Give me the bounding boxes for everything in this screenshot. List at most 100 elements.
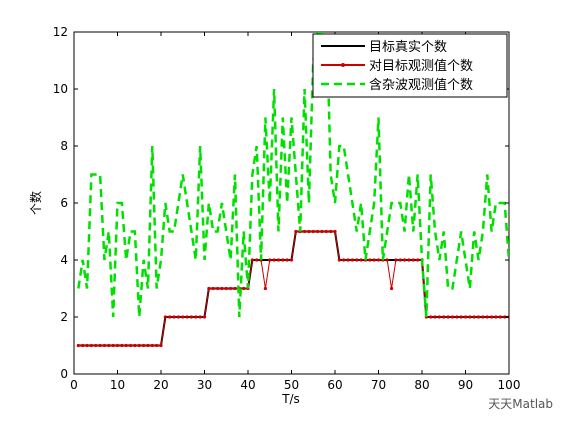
series-marker — [276, 258, 281, 262]
series-marker — [289, 258, 294, 262]
series-marker — [450, 315, 455, 319]
series-marker — [459, 315, 463, 319]
series-marker — [202, 315, 207, 319]
x-tick-label: 0 — [70, 378, 78, 392]
plot-layer — [76, 32, 509, 348]
series-marker — [294, 229, 298, 234]
series-marker — [198, 315, 202, 319]
y-tick-label: 6 — [60, 196, 68, 210]
y-tick-label: 12 — [53, 25, 68, 39]
series-marker — [176, 315, 180, 319]
x-axis-label: T/s — [281, 392, 300, 406]
series-marker — [398, 258, 402, 262]
series-marker — [481, 315, 485, 319]
series-marker — [403, 258, 407, 262]
y-tick-label: 8 — [60, 139, 68, 153]
series-marker — [342, 258, 346, 262]
series-marker — [437, 315, 441, 319]
series-marker — [146, 343, 150, 348]
x-tick-label: 10 — [110, 378, 125, 392]
y-axis-label: 个数 — [28, 191, 43, 215]
series-marker — [316, 229, 320, 234]
series-marker — [394, 258, 398, 262]
series-line — [78, 231, 509, 346]
watermark: 天天Matlab — [488, 397, 553, 411]
series-marker — [172, 315, 176, 319]
series-marker — [355, 258, 359, 262]
series-marker — [416, 258, 420, 262]
series-marker — [268, 258, 272, 262]
series-marker — [163, 315, 167, 319]
series-marker — [368, 258, 372, 262]
series-marker — [463, 315, 468, 319]
series-marker — [215, 286, 220, 291]
series-marker — [142, 343, 146, 348]
series-marker — [272, 258, 276, 262]
y-tick-label: 10 — [53, 82, 68, 96]
series-marker — [498, 315, 502, 319]
y-tick-label: 2 — [60, 310, 68, 324]
series-line — [77, 32, 509, 318]
series-marker — [359, 258, 363, 262]
series-marker — [446, 315, 450, 319]
series-marker — [94, 343, 98, 348]
x-tick-label: 20 — [153, 378, 168, 392]
series-marker — [255, 258, 259, 262]
series-marker — [102, 343, 107, 348]
series-marker — [494, 315, 498, 319]
series-marker — [376, 258, 381, 262]
x-tick-label: 90 — [458, 378, 473, 392]
series-marker — [207, 286, 211, 291]
series-marker — [224, 286, 228, 291]
series-marker — [307, 229, 311, 234]
series-marker — [372, 258, 376, 262]
legend-label: 目标真实个数 — [369, 40, 447, 55]
series-marker — [263, 286, 267, 291]
x-tick-label: 100 — [498, 378, 521, 392]
series-marker — [185, 315, 189, 319]
x-tick-label: 30 — [197, 378, 212, 392]
series-marker — [242, 286, 246, 291]
series-marker — [98, 343, 102, 348]
series-marker — [128, 343, 133, 348]
series-marker — [107, 343, 111, 348]
y-tick-label: 4 — [60, 253, 68, 267]
series-marker — [229, 286, 233, 291]
series-marker — [385, 258, 389, 262]
series-marker — [133, 343, 137, 348]
series-marker — [472, 315, 476, 319]
series-marker — [468, 315, 472, 319]
series-marker — [76, 343, 80, 348]
series-marker — [455, 315, 459, 319]
x-tick-label: 70 — [371, 378, 386, 392]
series-marker — [189, 315, 194, 319]
y-tick-label: 0 — [60, 367, 68, 381]
series-marker — [389, 286, 394, 291]
series-marker — [490, 315, 494, 319]
x-tick-label: 50 — [284, 378, 299, 392]
series-marker — [350, 258, 354, 262]
series-marker — [333, 229, 337, 234]
legend-label: 对目标观测值个数 — [369, 58, 473, 74]
series-marker — [429, 315, 433, 319]
series-marker — [433, 315, 437, 319]
series-marker — [81, 343, 85, 348]
series-marker — [150, 343, 154, 348]
series-marker — [211, 286, 215, 291]
series-marker — [120, 343, 124, 348]
series-marker — [411, 258, 415, 262]
x-tick-label: 60 — [327, 378, 342, 392]
series-marker — [89, 343, 93, 348]
series-marker — [311, 229, 315, 234]
series-marker — [181, 315, 185, 319]
series-marker — [281, 258, 285, 262]
series-marker — [346, 258, 350, 262]
x-tick-label: 80 — [414, 378, 429, 392]
series-marker — [324, 229, 328, 234]
series-marker — [329, 229, 333, 234]
legend-marker — [341, 63, 345, 67]
series-marker — [485, 315, 489, 319]
series-marker — [407, 258, 411, 262]
series-marker — [220, 286, 224, 291]
